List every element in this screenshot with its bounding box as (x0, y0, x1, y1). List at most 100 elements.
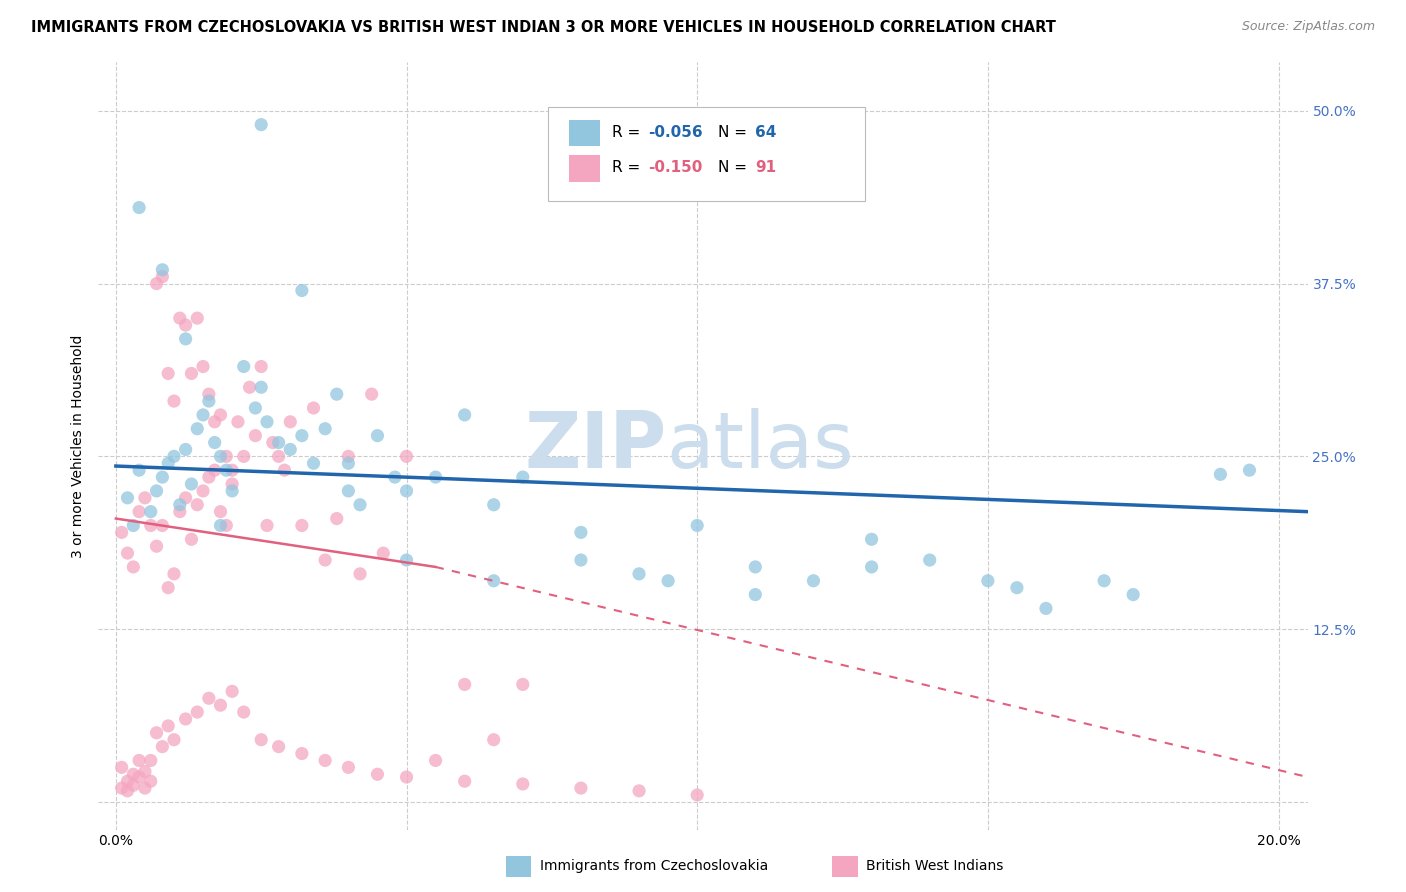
Point (226, 415, 249, 429)
Point (291, 518, 314, 533)
Point (337, 456, 360, 470)
Point (174, 491, 197, 505)
Point (273, 463, 295, 477)
Point (150, 269, 173, 284)
Point (860, 560, 883, 574)
Point (134, 764, 156, 779)
Text: R =: R = (612, 161, 645, 175)
Point (134, 491, 156, 505)
Point (163, 394, 186, 409)
Point (657, 574, 679, 588)
Point (250, 118, 273, 132)
Point (204, 435, 226, 450)
Point (145, 726, 167, 740)
Point (1005, 581, 1028, 595)
Point (139, 505, 162, 519)
Point (395, 483, 418, 498)
Point (245, 401, 267, 415)
Point (1239, 463, 1261, 477)
Point (128, 463, 150, 477)
Point (221, 477, 243, 491)
Point (232, 705, 254, 719)
Point (204, 415, 226, 429)
Point (1035, 601, 1057, 615)
Point (384, 470, 406, 484)
Point (1209, 467, 1232, 482)
Point (191, 359, 214, 374)
Point (373, 546, 395, 560)
Point (302, 401, 325, 415)
Point (267, 435, 290, 450)
Point (204, 463, 226, 477)
Point (628, 566, 651, 581)
Point (191, 408, 214, 422)
Point (349, 566, 371, 581)
Point (198, 394, 221, 409)
Point (122, 778, 145, 792)
Point (744, 588, 766, 602)
Point (169, 498, 191, 512)
Point (122, 518, 145, 533)
Point (686, 518, 709, 533)
Point (453, 774, 475, 789)
Point (157, 367, 180, 381)
Point (134, 781, 156, 796)
Point (395, 770, 418, 784)
Point (326, 511, 349, 525)
Point (232, 450, 254, 464)
Point (744, 560, 766, 574)
Point (215, 518, 238, 533)
Text: atlas: atlas (666, 408, 855, 484)
Point (245, 428, 267, 442)
Point (145, 277, 167, 291)
Point (139, 774, 162, 789)
Point (174, 712, 197, 726)
Point (163, 566, 186, 581)
Point (117, 784, 139, 798)
Point (291, 747, 314, 761)
Point (512, 677, 534, 691)
Point (215, 463, 238, 477)
Text: IMMIGRANTS FROM CZECHOSLOVAKIA VS BRITISH WEST INDIAN 3 OR MORE VEHICLES IN HOUS: IMMIGRANTS FROM CZECHOSLOVAKIA VS BRITIS… (31, 20, 1056, 35)
Text: -0.056: -0.056 (648, 125, 703, 139)
Point (221, 463, 243, 477)
Point (482, 732, 505, 747)
Point (221, 483, 243, 498)
Point (209, 450, 232, 464)
Point (186, 705, 208, 719)
Point (314, 553, 336, 567)
Point (191, 483, 214, 498)
Point (150, 739, 173, 754)
Y-axis label: 3 or more Vehicles in Household: 3 or more Vehicles in Household (72, 334, 86, 558)
Point (209, 505, 232, 519)
Point (174, 318, 197, 332)
Text: 64: 64 (755, 125, 776, 139)
Text: Source: ZipAtlas.com: Source: ZipAtlas.com (1241, 20, 1375, 33)
Point (117, 546, 139, 560)
Point (278, 442, 301, 457)
Point (256, 415, 278, 429)
Point (569, 525, 592, 540)
Point (918, 553, 941, 567)
Point (337, 760, 360, 774)
Point (209, 698, 232, 713)
Point (395, 553, 418, 567)
Point (163, 732, 186, 747)
Point (128, 770, 150, 784)
Point (453, 677, 475, 691)
Point (180, 477, 202, 491)
Point (337, 483, 360, 498)
Point (803, 574, 825, 588)
Text: R =: R = (612, 125, 645, 139)
Point (215, 450, 238, 464)
Point (395, 450, 418, 464)
Point (326, 387, 349, 401)
Point (482, 498, 505, 512)
Point (425, 754, 447, 768)
Point (1122, 588, 1144, 602)
Text: British West Indians: British West Indians (866, 859, 1004, 873)
Point (250, 732, 273, 747)
Point (145, 483, 167, 498)
Point (111, 760, 134, 774)
Point (250, 380, 273, 394)
